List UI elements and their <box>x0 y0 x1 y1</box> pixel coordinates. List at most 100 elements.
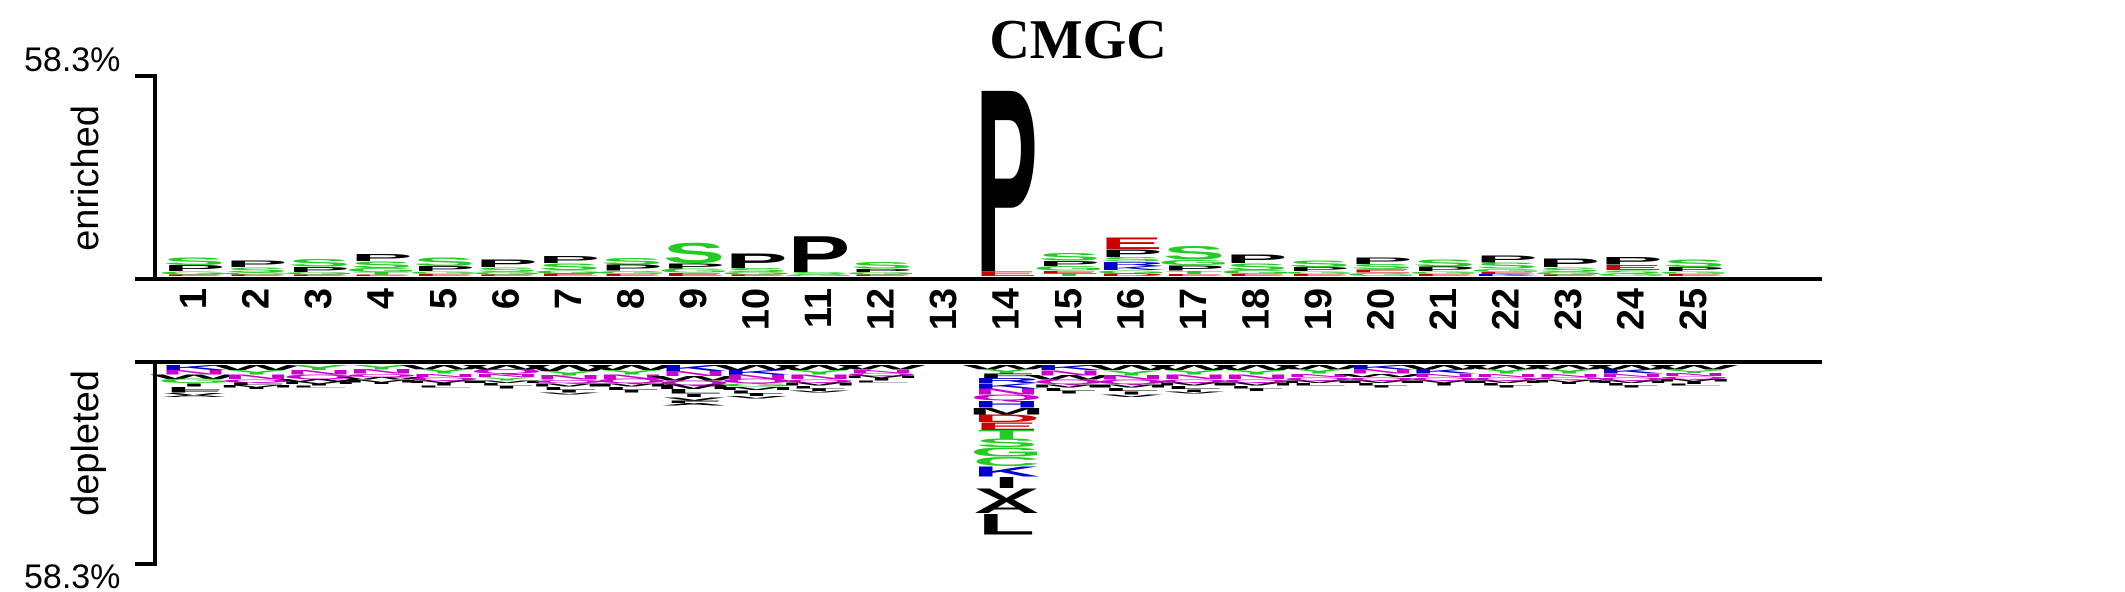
depleted-residue-q: Q <box>470 368 543 375</box>
enriched-residue-p: P <box>1100 247 1162 260</box>
enriched-residue-p: P <box>288 265 350 273</box>
position-label: 14 <box>986 288 1028 330</box>
position-label: 22 <box>1486 288 1528 330</box>
enriched-residue-e: E <box>663 272 725 277</box>
depleted-residue-a: A <box>660 402 728 406</box>
enriched-residue-g: G <box>845 271 918 275</box>
depleted-residue-n: N <box>1223 373 1291 380</box>
top-percent-label: 58.3% <box>24 41 120 79</box>
depleted-residue-g: G <box>720 382 793 387</box>
depleted-residue-l: L <box>1103 387 1160 392</box>
depleted-residue-w: W <box>1275 364 1364 371</box>
depleted-residue-w: W <box>1587 364 1676 371</box>
position-label: 13 <box>923 288 965 330</box>
enriched-residue-p: P <box>475 257 537 270</box>
depleted-residue-i: I <box>681 393 707 398</box>
depleted-residue-m: M <box>1405 380 1483 384</box>
depleted-residue-n: N <box>1098 374 1166 381</box>
depleted-residue-w: W <box>275 378 364 382</box>
depleted-residue-l: L <box>165 386 222 391</box>
depleted-residue-i: I <box>244 387 270 390</box>
enriched-residue-s: S <box>850 260 912 271</box>
position-label: 21 <box>1423 288 1465 330</box>
depleted-residue-y: Y <box>1225 369 1287 376</box>
depleted-residue-y: Y <box>975 368 1037 375</box>
depleted-residue-y: Y <box>350 364 412 371</box>
depleted-residue-g: G <box>970 445 1043 460</box>
position-label: 7 <box>548 288 590 309</box>
depleted-residue-f: F <box>978 373 1035 380</box>
depleted-residue-n: N <box>285 369 353 376</box>
enriched-residue-s: S <box>1600 269 1662 274</box>
enriched-residue-g: G <box>783 274 856 276</box>
depleted-residue-k: K <box>1598 368 1666 375</box>
depleted-residue-q: Q <box>783 378 856 383</box>
enriched-residue-e: E <box>163 274 225 276</box>
enriched-residue-g: G <box>533 269 606 274</box>
enriched-residue-s: S <box>663 237 725 269</box>
enriched-residue-e: E <box>600 273 662 276</box>
depleted-residue-m: M <box>530 382 608 387</box>
depleted-residue-l: L <box>228 382 285 386</box>
enriched-residue-e: E <box>1538 274 1600 276</box>
enriched-residue-s: S <box>788 271 850 275</box>
bottom-percent-label: 58.3% <box>24 558 120 592</box>
enriched-residue-s: S <box>1663 257 1725 270</box>
depleted-residue-y: Y <box>225 369 287 376</box>
enriched-residue-p: P <box>850 268 912 273</box>
enriched-residue-g: G <box>1533 271 1606 275</box>
depleted-residue-y: Y <box>1100 369 1162 377</box>
depleted-residue-w: W <box>1337 373 1426 378</box>
depleted-residue-w: W <box>712 364 801 372</box>
enriched-residue-g: G <box>720 271 793 275</box>
depleted-residue-n: N <box>973 387 1041 396</box>
depleted-residue-q: Q <box>658 380 731 387</box>
enriched-residue-g: G <box>595 270 668 275</box>
depleted-residue-w: W <box>150 373 239 380</box>
depleted-residue-i: I <box>1056 390 1082 394</box>
depleted-residue-n: N <box>598 373 666 380</box>
depleted-residue-n: N <box>660 370 728 378</box>
chart-title: CMGC <box>989 9 1166 71</box>
depleted-residue-q: Q <box>845 372 918 376</box>
depleted-residue-v: V <box>975 485 1038 504</box>
depleted-residue-n: N <box>1598 373 1666 378</box>
depleted-residue-m: M <box>1593 380 1671 384</box>
depleted-residue-i: I <box>1556 382 1582 385</box>
enriched-residue-s: S <box>600 256 662 267</box>
depleted-residue-h: H <box>973 399 1041 410</box>
depleted-residue-s: S <box>975 437 1037 450</box>
depleted-residue-w: W <box>1087 364 1176 372</box>
depleted-residue-w: W <box>1025 374 1114 381</box>
depleted-residue-n: N <box>1160 373 1228 380</box>
depleted-residue-i: I <box>1431 383 1457 387</box>
depleted-residue-w: W <box>650 375 739 382</box>
enriched-residue-p: P <box>1225 252 1287 266</box>
position-label: 8 <box>611 288 653 309</box>
depleted-residue-g: G <box>158 378 231 385</box>
enriched-residue-p: P <box>1288 266 1350 272</box>
depleted-residue-w: W <box>462 364 551 371</box>
depleted-residue-i: I <box>806 388 832 392</box>
enriched-residue-g: G <box>1408 271 1481 275</box>
enriched-residue-s: S <box>413 255 475 269</box>
depleted-residue-l: L <box>478 383 535 387</box>
depleted-residue-q: Q <box>1033 379 1106 386</box>
enriched-residue-g: G <box>658 268 731 274</box>
depleted-residue-y: Y <box>413 368 475 375</box>
depleted-residue-l: L <box>1228 385 1285 389</box>
depleted-residue-n: N <box>785 373 853 380</box>
depleted-residue-l: L <box>978 507 1035 541</box>
enriched-residue-t: T <box>353 271 410 275</box>
depleted-residue-i: I <box>993 474 1019 491</box>
depleted-residue-i: I <box>619 389 645 393</box>
depleted-residue-n: N <box>1410 373 1478 378</box>
enriched-residue-e: E <box>1475 271 1537 274</box>
enriched-residue-e: E <box>975 270 1037 277</box>
depleted-residue-l: L <box>665 388 722 395</box>
enriched-residue-p: P <box>225 259 287 270</box>
enriched-residue-p: P <box>725 249 787 273</box>
depleted-residue-l: L <box>540 386 597 391</box>
enriched-residue-s: S <box>1225 262 1287 273</box>
enriched-residue-s: S <box>288 256 350 269</box>
